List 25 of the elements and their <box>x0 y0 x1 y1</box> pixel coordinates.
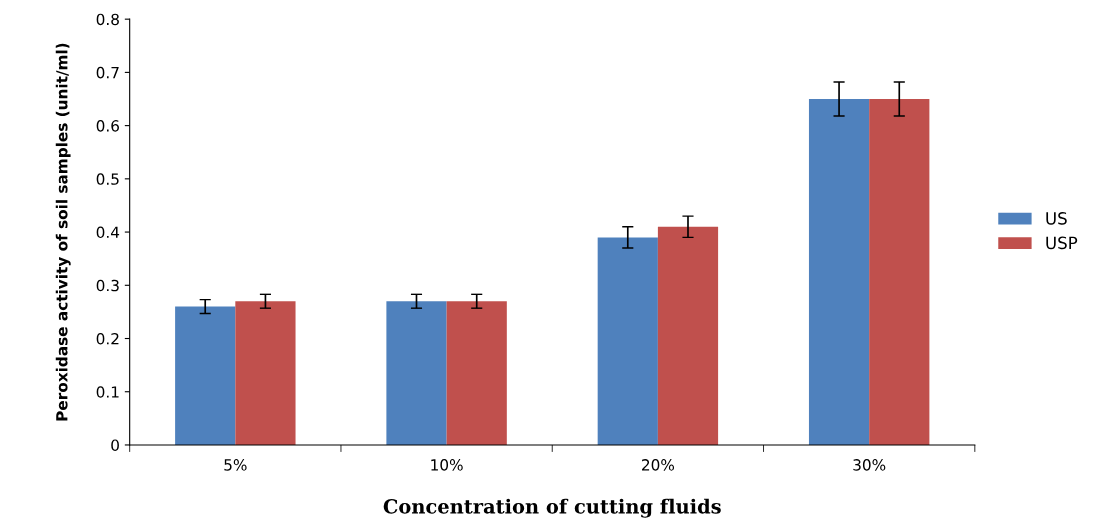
x-tick-label: 20% <box>642 459 675 471</box>
bar <box>386 301 447 445</box>
y-tick-label: 0.5 <box>96 173 119 185</box>
y-tick-label: 0.2 <box>96 332 119 345</box>
bar <box>235 301 296 445</box>
bar <box>597 237 658 445</box>
y-tick-label: 0.4 <box>96 226 120 239</box>
legend-label: US <box>1046 212 1067 225</box>
y-tick-label: 0.7 <box>96 66 119 79</box>
y-tick-label: 0 <box>111 439 119 451</box>
y-tick-label: 0.3 <box>96 279 119 292</box>
y-tick-label: 0.6 <box>96 120 119 132</box>
bar <box>175 306 236 445</box>
y-tick-label: 0.1 <box>96 386 119 398</box>
x-tick-label: 5% <box>224 459 247 471</box>
x-axis-title: Concentration of cutting fluids <box>383 498 721 518</box>
legend-label: USP <box>1046 236 1078 250</box>
bar <box>446 301 507 445</box>
y-axis-title: Peroxidase activity of soil samples (unit/ml) <box>55 43 71 421</box>
bar <box>657 226 719 445</box>
x-tick-label: 30% <box>853 459 886 471</box>
bar <box>869 99 930 445</box>
x-tick-label: 10% <box>431 459 463 471</box>
bar <box>808 99 870 445</box>
y-tick-label: 0.8 <box>96 13 119 26</box>
